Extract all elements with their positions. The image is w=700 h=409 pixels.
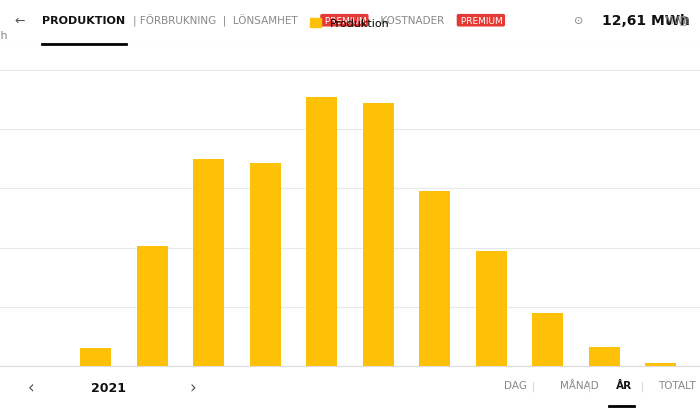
Text: TOTALT: TOTALT <box>658 380 696 390</box>
Text: MÅNAD: MÅNAD <box>560 380 598 390</box>
Text: MWh: MWh <box>665 16 690 26</box>
Legend: Produktion: Produktion <box>306 14 394 34</box>
Text: ÅR: ÅR <box>616 380 632 391</box>
Text: ›: › <box>189 379 196 396</box>
Text: ←: ← <box>14 15 24 28</box>
Bar <box>250 164 281 366</box>
Bar <box>80 348 111 366</box>
Text: PREMIUM: PREMIUM <box>322 17 367 26</box>
Text: ⤢: ⤢ <box>679 16 685 26</box>
Text: |: | <box>640 380 644 391</box>
Bar <box>589 347 620 366</box>
Text: KOSTNADER: KOSTNADER <box>374 16 444 26</box>
Text: ⊙: ⊙ <box>574 16 583 26</box>
Text: ‹: ‹ <box>28 379 34 396</box>
Text: DAG: DAG <box>504 380 527 390</box>
Bar <box>419 191 450 366</box>
Text: |: | <box>588 380 592 391</box>
Bar <box>475 252 507 366</box>
Text: | FÖRBRUKNING  |  LÖNSAMHET: | FÖRBRUKNING | LÖNSAMHET <box>133 15 298 27</box>
Text: |: | <box>532 380 536 391</box>
Bar <box>363 104 393 366</box>
Text: PREMIUM: PREMIUM <box>458 17 503 26</box>
Text: 12,61 MWh: 12,61 MWh <box>602 14 690 28</box>
Bar <box>532 313 563 366</box>
Text: 2021: 2021 <box>91 381 126 394</box>
Text: kWh: kWh <box>0 31 7 41</box>
Text: PRODUKTION: PRODUKTION <box>42 16 125 26</box>
Bar <box>307 98 337 366</box>
Bar <box>137 247 168 366</box>
Bar <box>193 159 225 366</box>
Bar <box>645 363 676 366</box>
